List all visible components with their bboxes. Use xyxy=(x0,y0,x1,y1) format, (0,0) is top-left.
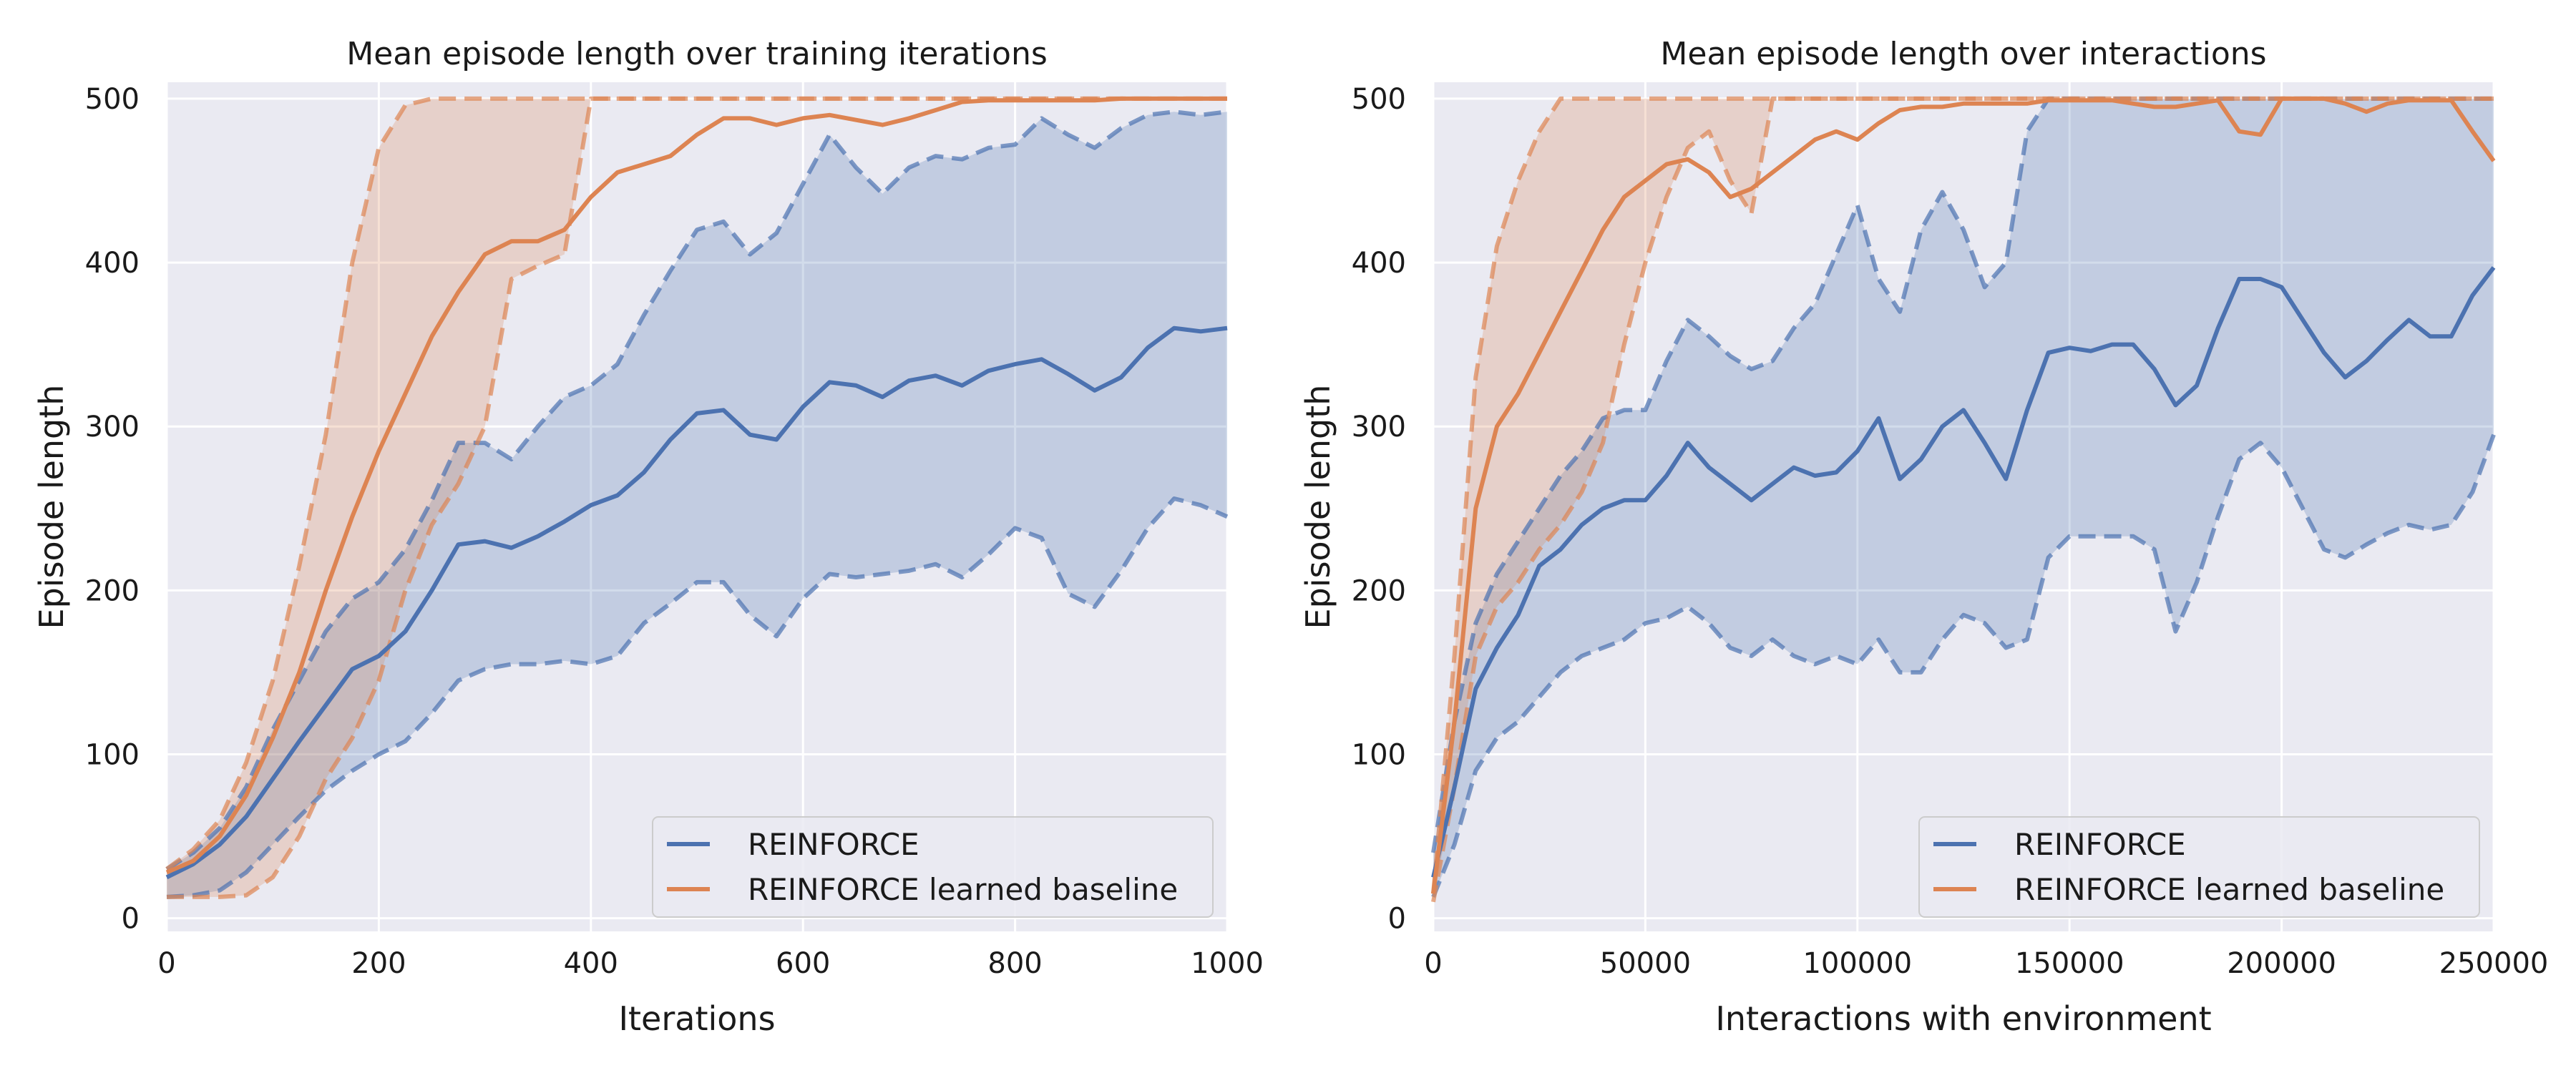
x-tick-label: 200 xyxy=(351,947,406,980)
x-tick-label: 150000 xyxy=(2015,947,2124,980)
series-band-0 xyxy=(167,112,1227,897)
x-axis-label: Iterations xyxy=(618,999,775,1038)
x-tick-label: 200000 xyxy=(2227,947,2336,980)
y-tick-label: 500 xyxy=(85,83,140,116)
y-tick-label: 0 xyxy=(122,903,140,936)
series-band-1 xyxy=(1433,98,2494,902)
series-upper-bound-0 xyxy=(165,109,1228,871)
chart-left: 0 200 400 600 800 1000 0 100 200 300 400 500 Mean ep… xyxy=(32,36,1264,1038)
legend-box xyxy=(1918,816,2480,918)
x-tick-label: 600 xyxy=(776,947,830,980)
series-lower-bound-0 xyxy=(1431,433,2496,898)
series-upper-bound-1 xyxy=(1431,96,2494,894)
legend-label-1: REINFORCE learned baseline xyxy=(748,872,1178,907)
y-tick-label: 300 xyxy=(1352,411,1406,444)
chart-title: Mean episode length over interactions xyxy=(1660,36,2266,72)
chart-right: 0 50000 100000 150000 200000 250000 0 100 200 300… xyxy=(1299,36,2548,1038)
y-tick-label: 100 xyxy=(85,739,140,772)
y-tick-label: 0 xyxy=(1388,903,1406,936)
plot-area xyxy=(167,82,1227,931)
y-axis-label: Episode length xyxy=(1299,385,1337,629)
series-mean-line-0 xyxy=(165,325,1228,880)
chart-title: Mean episode length over training iterat… xyxy=(346,36,1048,72)
series-upper-bound-0 xyxy=(1431,96,2494,853)
x-tick-label: 400 xyxy=(564,947,618,980)
x-tick-label: 50000 xyxy=(1600,947,1691,980)
x-tick-label: 0 xyxy=(1424,947,1442,980)
legend: REINFORCE REINFORCE learned baseline xyxy=(652,816,1214,918)
legend: REINFORCE REINFORCE learned baseline xyxy=(1918,816,2480,918)
series-mean-line-1 xyxy=(1431,96,2496,894)
series-mean-line-0 xyxy=(1431,266,2496,878)
y-axis-label: Episode length xyxy=(32,385,71,629)
y-tick-label: 200 xyxy=(85,574,140,607)
y-tick-label: 300 xyxy=(85,411,140,444)
legend-label-0: REINFORCE xyxy=(748,827,919,862)
series-mean-line-1 xyxy=(165,96,1227,875)
legend-box xyxy=(652,816,1214,918)
x-tick-label: 1000 xyxy=(1191,947,1264,980)
y-tick-label: 400 xyxy=(1352,247,1406,280)
legend-label-1: REINFORCE learned baseline xyxy=(2014,872,2444,907)
series-band-1 xyxy=(167,98,1227,897)
x-tick-label: 250000 xyxy=(2439,947,2549,980)
y-tick-label: 500 xyxy=(1352,83,1406,116)
x-tick-label: 0 xyxy=(157,947,175,980)
y-tick-label: 200 xyxy=(1352,574,1406,607)
x-tick-label: 100000 xyxy=(1802,947,1912,980)
legend-label-0: REINFORCE xyxy=(2014,827,2186,862)
x-tick-label: 800 xyxy=(987,947,1042,980)
series-lower-bound-0 xyxy=(166,496,1229,899)
series-lower-bound-1 xyxy=(167,96,1227,899)
y-tick-label: 100 xyxy=(1352,739,1406,772)
y-tick-label: 400 xyxy=(85,247,140,280)
x-axis-label: Interactions with environment xyxy=(1715,999,2211,1038)
